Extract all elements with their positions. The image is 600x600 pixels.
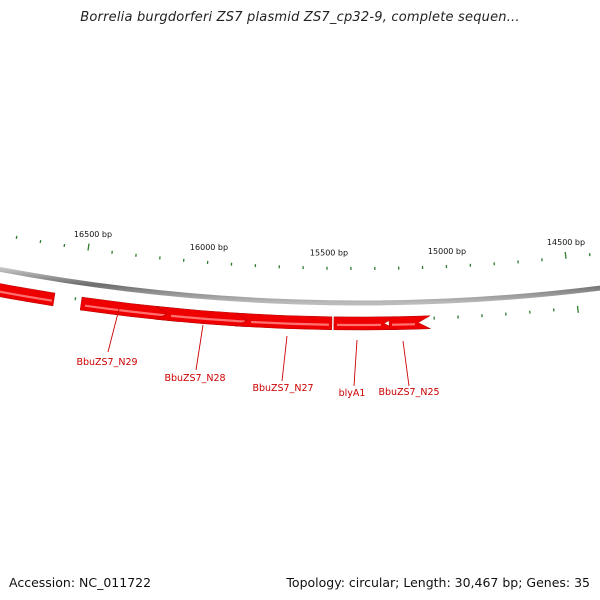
outer-tick-minor	[39, 239, 42, 244]
gene-label: BbuZS7_N25	[378, 387, 439, 398]
accession-text: Accession: NC_011722	[9, 575, 152, 590]
bp-label: 15500 bp	[310, 249, 348, 258]
bp-label: 16500 bp	[74, 230, 112, 239]
gene-highlight	[0, 290, 53, 302]
gene-arrow[interactable]	[0, 277, 56, 307]
gene-label: BbuZS7_N28	[164, 373, 225, 384]
map-title: Borrelia burgdorferi ZS7 plasmid ZS7_cp3…	[80, 10, 520, 25]
bp-position-labels: 16500 bp 16000 bp 15500 bp 15000 bp 14500 bp	[74, 230, 585, 258]
gene-label-leader	[281, 335, 288, 382]
bp-label: 14500 bp	[547, 238, 585, 247]
gene-label: blyA1	[339, 388, 366, 399]
gene-label: BbuZS7_N29	[76, 357, 137, 368]
bp-label: 15000 bp	[428, 247, 466, 256]
outer-tick-minor	[15, 235, 18, 239]
gene-arrow-blya1[interactable]	[333, 316, 397, 331]
outer-tick-marks	[15, 235, 591, 270]
outer-tick-major	[564, 251, 567, 259]
gene-label-leader	[195, 324, 204, 371]
gene-label-leader	[353, 339, 358, 387]
gene-label-leader	[107, 308, 120, 353]
bp-label: 16000 bp	[190, 243, 228, 252]
gene-label: BbuZS7_N27	[252, 383, 313, 394]
gene-arrow-bbuzs7_n27[interactable]	[235, 312, 333, 331]
gene-arrow-bbuzs7_n25[interactable]	[388, 315, 431, 331]
plasmid-backbone	[0, 266, 600, 306]
gene-features	[0, 277, 431, 331]
outer-tick-major	[87, 243, 90, 251]
topology-text: Topology: circular; Length: 30,467 bp; G…	[286, 575, 590, 590]
gene-arrow-bbuzs7_n28[interactable]	[154, 306, 249, 328]
gene-highlight	[250, 320, 330, 326]
inner-tick-major	[576, 305, 579, 313]
gene-highlight	[391, 323, 416, 326]
gene-label-leader	[402, 340, 410, 387]
gene-labels: BbuZS7_N29 BbuZS7_N28 BbuZS7_N27 blyA1 BbuZS…	[76, 308, 440, 399]
